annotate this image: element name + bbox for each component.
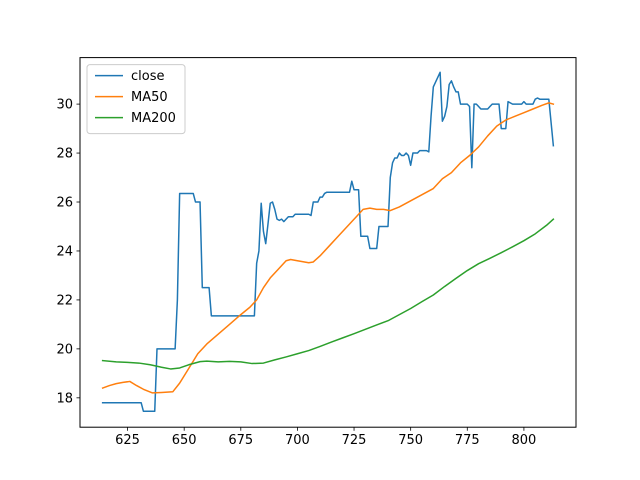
x-tick-label: 750 [398, 433, 423, 448]
y-tick-label: 22 [56, 293, 73, 308]
x-tick-label: 650 [172, 433, 197, 448]
x-tick-label: 775 [455, 433, 480, 448]
series-line-close [101, 71, 555, 413]
x-tick-label: 800 [511, 433, 536, 448]
y-tick-label: 30 [56, 98, 73, 113]
y-tick-label: 18 [56, 391, 73, 406]
x-axis: 625 650 675 700 725 750 775 800 [115, 427, 536, 448]
x-tick-label: 700 [285, 433, 310, 448]
y-tick-label: 20 [56, 342, 73, 357]
legend-label-close: close [131, 69, 164, 84]
y-axis: 18 20 22 24 26 28 30 [56, 98, 80, 406]
y-tick-label: 26 [56, 196, 73, 211]
x-tick-label: 675 [228, 433, 253, 448]
x-tick-label: 625 [115, 433, 140, 448]
y-tick-label: 24 [56, 244, 73, 259]
legend-label-ma200: MA200 [131, 111, 176, 126]
series-line-ma200 [101, 218, 555, 370]
series-line-ma50 [101, 102, 555, 394]
plot-frame [79, 57, 577, 428]
y-tick-label: 28 [56, 147, 73, 162]
legend-label-ma50: MA50 [131, 90, 168, 105]
x-tick-label: 725 [342, 433, 367, 448]
legend-box [86, 64, 186, 135]
series-layer [101, 71, 555, 413]
legend: close MA50 MA200 [86, 64, 186, 135]
